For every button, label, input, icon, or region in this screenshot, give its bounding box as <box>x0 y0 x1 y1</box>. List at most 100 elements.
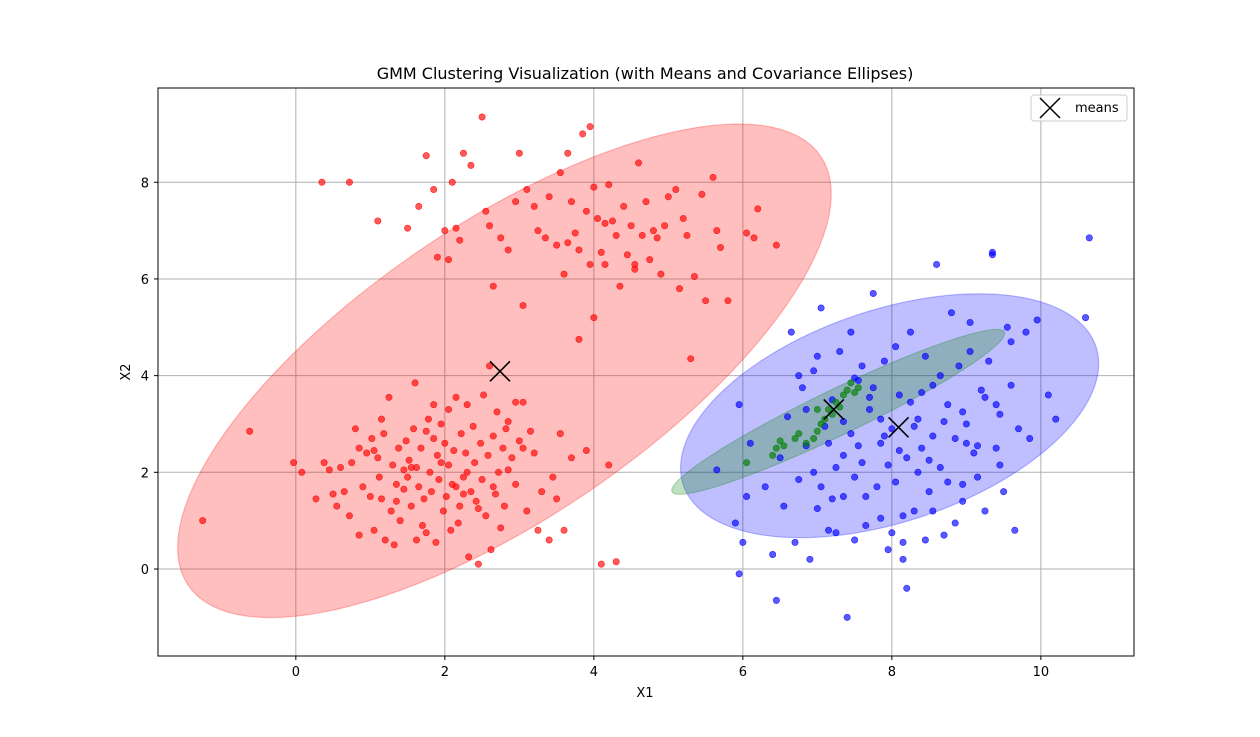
cluster-green-point <box>795 430 803 438</box>
cluster-red-point <box>437 459 445 467</box>
cluster-red-point <box>556 169 564 177</box>
cluster-blue-point <box>1007 338 1015 346</box>
cluster-red-point <box>556 430 564 438</box>
x-tick-label: 6 <box>739 665 747 680</box>
cluster-red-point <box>512 480 520 488</box>
cluster-red-point <box>456 236 464 244</box>
cluster-blue-point <box>955 362 963 370</box>
cluster-blue-point <box>910 422 918 430</box>
cluster-red-point <box>404 473 412 481</box>
x-tick-label: 4 <box>590 665 598 680</box>
cluster-blue-point <box>869 384 877 392</box>
x-tick-label: 8 <box>888 665 896 680</box>
cluster-blue-point <box>892 343 900 351</box>
cluster-red-point <box>441 439 449 447</box>
cluster-blue-point <box>810 367 818 375</box>
cluster-red-point <box>424 415 432 423</box>
cluster-blue-point <box>877 514 885 522</box>
mean-marker <box>823 398 845 421</box>
cluster-blue-point <box>866 393 874 401</box>
cluster-red-point <box>329 490 337 498</box>
cluster-red-point <box>465 553 473 561</box>
cluster-blue-point <box>817 483 825 491</box>
cluster-red-point <box>378 495 386 503</box>
cluster-red-point <box>482 512 490 520</box>
cluster-means <box>489 360 910 438</box>
cluster-blue-point <box>925 488 933 496</box>
cluster-red-point <box>411 379 419 387</box>
cluster-red-point <box>508 454 516 462</box>
cluster-red-point <box>422 529 430 537</box>
cluster-blue-point <box>892 478 900 486</box>
cluster-blue-point <box>992 401 1000 409</box>
cluster-red-point <box>387 507 395 515</box>
cluster-green-point <box>813 405 821 413</box>
cluster-red-point <box>564 149 572 157</box>
cluster-red-point <box>538 488 546 496</box>
cluster-blue-point <box>825 439 833 447</box>
cluster-red-point <box>657 270 665 278</box>
cluster-red-point <box>355 444 363 452</box>
cluster-blue-point <box>974 473 982 481</box>
cluster-red-point <box>375 473 383 481</box>
cluster-blue-point <box>828 495 836 503</box>
cluster-red-point <box>754 205 762 213</box>
cluster-red-point <box>396 517 404 525</box>
cluster-blue-point <box>929 432 937 440</box>
y-tick-label: 0 <box>141 563 149 578</box>
cluster-blue-point <box>806 555 814 563</box>
cluster-blue-point <box>996 461 1004 469</box>
cluster-red-point <box>530 449 538 457</box>
cluster-blue-point <box>884 546 892 554</box>
cluster-red-point <box>646 256 654 264</box>
cluster-blue-point <box>1022 328 1030 336</box>
cluster-green-point <box>851 389 859 397</box>
cluster-blue-point <box>772 596 780 604</box>
cluster-blue-point <box>813 352 821 360</box>
cluster-red-point <box>463 401 471 409</box>
cluster-blue-point <box>1007 381 1015 389</box>
cluster-red-point <box>457 430 465 438</box>
cluster-blue-point <box>940 531 948 539</box>
cluster-red-point <box>698 190 706 198</box>
cluster-blue-point <box>918 444 926 452</box>
cluster-red-point <box>597 560 605 568</box>
cluster-blue-point <box>1011 526 1019 534</box>
cluster-blue-point <box>1033 316 1041 324</box>
cluster-red-point <box>381 536 389 544</box>
cluster-red-point <box>290 459 298 467</box>
cluster-red-point <box>690 273 698 281</box>
cluster-red-point <box>649 227 657 235</box>
cluster-blue-point <box>884 461 892 469</box>
cluster-red-point <box>422 152 430 160</box>
cluster-blue-point <box>906 328 914 336</box>
cluster-blue-point <box>866 405 874 413</box>
cluster-green-point <box>825 405 833 413</box>
cluster-red-point <box>519 398 527 406</box>
cluster-blue-point <box>906 398 914 406</box>
cluster-red-point <box>567 198 575 206</box>
cluster-red-point <box>454 519 462 527</box>
cluster-blue-point <box>903 584 911 592</box>
cluster-red-point <box>395 444 403 452</box>
cluster-blue-point <box>836 347 844 355</box>
cluster-red-point <box>504 418 512 426</box>
cluster-blue-point <box>918 389 926 397</box>
cluster-blue-point <box>877 439 885 447</box>
legend-means-marker <box>1039 97 1061 119</box>
cluster-red-point <box>355 531 363 539</box>
cluster-blue-point <box>851 536 859 544</box>
cluster-red-point <box>553 495 561 503</box>
cluster-red-point <box>413 536 421 544</box>
cluster-blue-point <box>862 521 870 529</box>
x-axis-label: X1 <box>636 686 653 701</box>
cluster-red-point <box>553 241 561 249</box>
cluster-red-point <box>368 434 376 442</box>
cluster-red-point <box>664 193 672 201</box>
x-tick-label: 0 <box>292 665 300 680</box>
cluster-red-point <box>571 229 579 237</box>
cluster-red-point <box>420 495 428 503</box>
cluster-red-point <box>642 198 650 206</box>
cluster-blue-point <box>880 432 888 440</box>
